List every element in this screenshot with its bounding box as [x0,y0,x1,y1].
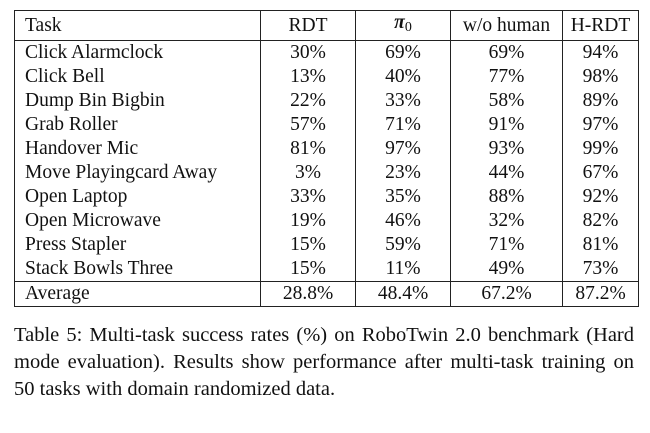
cell-rdt: 15% [260,257,356,282]
cell-wo-human: 93% [450,137,563,161]
cell-hrdt: 67% [582,162,619,183]
cell-hrdt: 92% [582,186,619,207]
cell-task: Open Microwave [14,209,261,233]
cell-task: Handover Mic [14,137,261,161]
cell-hrdt: 98% [582,66,619,87]
cell-task: Open Laptop [14,185,261,209]
cell-pi0: 35% [355,185,451,209]
cell-wo-human: 88% [450,185,563,209]
caption-text: Table 5: Multi-task success rates (%) on… [14,324,634,400]
cell-pi0: 59% [355,233,451,257]
cell-hrdt: 87.2% [562,281,639,307]
results-table-container: Task RDT π0 w/o human H-RDT Click Alarmc… [14,10,639,307]
cell-task: Press Stapler [14,233,261,257]
cell-pi0: 11% [355,257,451,282]
results-table: Task RDT π0 w/o human H-RDT Click Alarmc… [14,10,639,307]
cell-task: Grab Roller [14,113,261,137]
header-pi-subscript: 0 [404,20,412,35]
table-body: Click Alarmclock 30% 69% 69% 94% Click Bell 13… [14,40,639,282]
cell-hrdt: 97% [582,114,619,135]
table-row: Click Alarmclock 30% 69% 69% 94% [14,40,639,65]
cell-pi0: 33% [355,89,451,113]
table-row: Click Bell 13% 40% 77% 98% [14,65,639,89]
cell-hrdt: 94% [582,42,619,63]
cell-pi0: 23% [355,161,451,185]
table-caption: Table 5: Multi-task success rates (%) on… [14,322,634,403]
cell-wo-human: 49% [450,257,563,282]
cell-wo-human: 91% [450,113,563,137]
cell-hrdt: 81% [582,234,619,255]
header-pi0: π0 [355,10,451,41]
cell-rdt: 13% [260,65,356,89]
header-wo-human: w/o human [450,10,563,41]
cell-hrdt: 89% [582,90,619,111]
cell-wo-human: 69% [450,40,563,65]
cell-hrdt: 73% [582,258,619,279]
cell-rdt: 15% [260,233,356,257]
cell-task: Stack Bowls Three [14,257,261,282]
header-task: Task [14,10,261,41]
cell-rdt: 3% [260,161,356,185]
cell-wo-human: 67.2% [450,281,563,307]
cell-task: Average [14,281,261,307]
table-row: Stack Bowls Three 15% 11% 49% 73% [14,257,639,282]
cell-wo-human: 77% [450,65,563,89]
table-row-average: Average 28.8% 48.4% 67.2% 87.2% [14,281,639,307]
cell-task: Click Alarmclock [14,40,261,65]
table-row: Open Microwave 19% 46% 32% 82% [14,209,639,233]
cell-task: Click Bell [14,65,261,89]
table-row: Press Stapler 15% 59% 71% 81% [14,233,639,257]
table-row: Grab Roller 57% 71% 91% 97% [14,113,639,137]
cell-pi0: 40% [355,65,451,89]
cell-pi0: 71% [355,113,451,137]
header-hrdt: H-RDT [562,10,639,41]
cell-wo-human: 32% [450,209,563,233]
cell-task: Move Playingcard Away [14,161,261,185]
cell-rdt: 28.8% [260,281,356,307]
cell-rdt: 81% [260,137,356,161]
table-row: Handover Mic 81% 97% 93% 99% [14,137,639,161]
cell-rdt: 33% [260,185,356,209]
cell-rdt: 19% [260,209,356,233]
cell-rdt: 30% [260,40,356,65]
header-pi-symbol: π [394,12,405,33]
cell-wo-human: 44% [450,161,563,185]
table-row: Dump Bin Bigbin 22% 33% 58% 89% [14,89,639,113]
table-row: Move Playingcard Away 3% 23% 44% 67% [14,161,639,185]
cell-pi0: 46% [355,209,451,233]
table-row: Open Laptop 33% 35% 88% 92% [14,185,639,209]
header-rdt: RDT [260,10,356,41]
cell-rdt: 57% [260,113,356,137]
cell-wo-human: 71% [450,233,563,257]
cell-rdt: 22% [260,89,356,113]
cell-wo-human: 58% [450,89,563,113]
table-header-row: Task RDT π0 w/o human H-RDT [14,10,639,41]
cell-hrdt: 99% [582,138,619,159]
cell-task: Dump Bin Bigbin [14,89,261,113]
cell-pi0: 97% [355,137,451,161]
cell-hrdt: 82% [582,210,619,231]
cell-pi0: 48.4% [355,281,451,307]
cell-pi0: 69% [355,40,451,65]
